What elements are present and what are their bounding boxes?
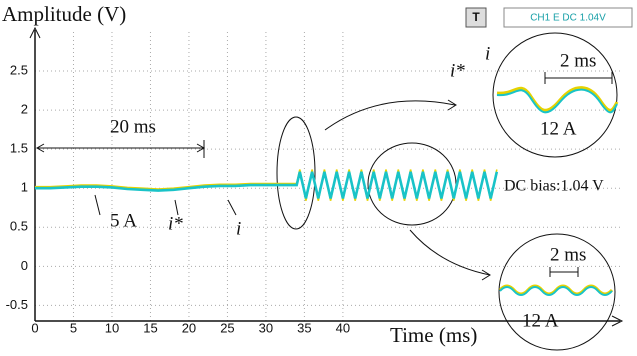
annotation: i <box>236 218 241 239</box>
x-tick-label: 10 <box>105 320 119 335</box>
chart-title: Amplitude (V) <box>2 2 126 26</box>
annotation: 5 A <box>110 210 137 231</box>
y-tick-label: 1 <box>21 180 28 195</box>
y-tick-label: 2.5 <box>10 62 28 77</box>
x-tick-label: 35 <box>297 320 311 335</box>
annotation: DC bias:1.04 V <box>504 178 604 195</box>
y-tick-label: 2 <box>21 102 28 117</box>
y-tick-label: -0.5 <box>6 297 28 312</box>
annotation: 2 ms <box>550 244 586 265</box>
annotation: i* <box>450 60 465 81</box>
inset-wave <box>497 90 617 113</box>
annotation: 12 A <box>540 118 577 139</box>
annotation: 20 ms <box>110 116 156 137</box>
annotation: i* <box>168 213 183 234</box>
chart: Amplitude (V) Time (ms) T CH1 E DC 1.04V… <box>0 0 637 356</box>
x-tick-label: 25 <box>220 320 234 335</box>
x-tick-label: 0 <box>31 320 38 335</box>
x-tick-label: 20 <box>182 320 196 335</box>
x-tick-label: 15 <box>143 320 157 335</box>
x-tick-label: 5 <box>70 320 77 335</box>
channel-status: CH1 E DC 1.04V <box>530 13 606 24</box>
x-tick-label: 40 <box>336 320 350 335</box>
annotation: 2 ms <box>560 50 596 71</box>
x-axis-label: Time (ms) <box>390 323 477 347</box>
annotation: i <box>485 43 490 64</box>
trigger-mode: T <box>472 10 480 24</box>
y-tick-label: 1.5 <box>10 141 28 156</box>
y-tick-label: 0.5 <box>10 219 28 234</box>
y-tick-label: 0 <box>21 258 28 273</box>
x-tick-label: 30 <box>259 320 273 335</box>
